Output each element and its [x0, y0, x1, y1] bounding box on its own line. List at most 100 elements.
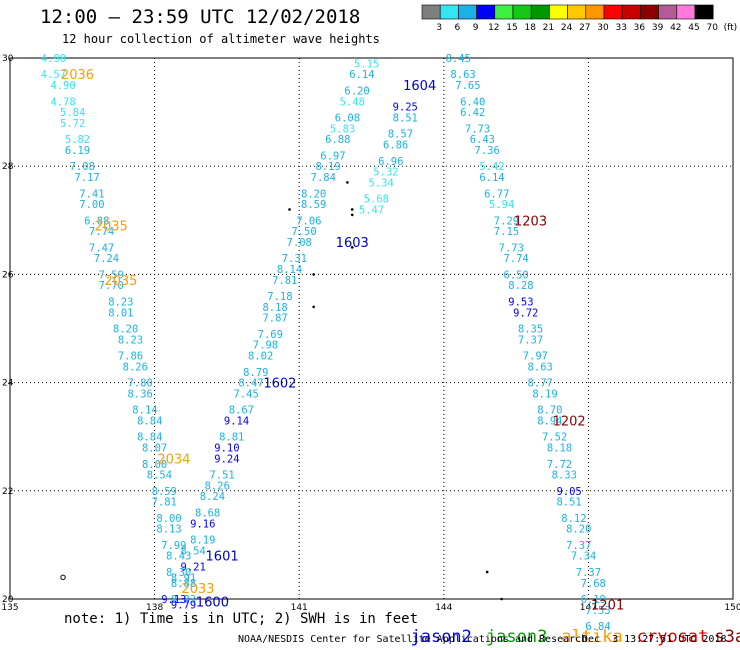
swh-value: 8.14	[277, 264, 302, 276]
swh-value: 8.45	[446, 53, 471, 65]
footer-credit: NOAA/NESDIS Center for Satellite Applica…	[238, 634, 588, 645]
swh-value: 8.51	[556, 497, 581, 509]
swh-value: 4.78	[50, 96, 75, 108]
island-marker	[500, 597, 503, 601]
colorbar-label: 6	[455, 23, 461, 33]
swh-value: 8.19	[315, 161, 340, 173]
swh-value: 7.29	[494, 215, 519, 227]
colorbar-label: 39	[652, 23, 664, 33]
swh-value: 8.26	[123, 361, 148, 373]
swh-value: 9.25	[393, 102, 418, 114]
swh-value: 8.77	[528, 378, 553, 390]
swh-value: 8.84	[137, 415, 162, 427]
legend-jason2: jason2	[410, 627, 472, 647]
swh-value: 6.08	[335, 113, 360, 125]
legend-altika: altika	[561, 627, 623, 647]
x-tick-label: 135	[1, 603, 18, 613]
swh-value: 6.14	[349, 69, 374, 81]
swh-value: 6.40	[460, 96, 485, 108]
swh-value: 7.59	[99, 269, 124, 281]
swh-value: 8.59	[301, 199, 326, 211]
swh-value: 6.42	[460, 107, 485, 119]
swh-value: 9.14	[224, 415, 249, 427]
island-marker	[60, 574, 66, 581]
swh-value: 7.97	[523, 351, 548, 363]
swh-value: 8.88	[171, 578, 196, 590]
swh-value: 8.23	[108, 296, 133, 308]
swh-value: 8.23	[118, 334, 143, 346]
satellite-legend: jason2 jason3 altika cryosats3a	[390, 607, 740, 647]
swh-value: 7.65	[455, 80, 480, 92]
swh-value: 5.32	[373, 167, 398, 179]
swh-value: 7.18	[267, 291, 292, 303]
swh-value: 7.37	[576, 567, 601, 579]
x-tick-label: 150	[724, 603, 740, 613]
colorbar-label: 18	[524, 23, 536, 33]
swh-value: 6.84	[585, 621, 610, 633]
swh-value: 7.74	[503, 253, 528, 265]
orbit-number-label: 1603	[336, 236, 369, 251]
swh-value: 7.81	[272, 275, 297, 287]
swh-value: 8.54	[147, 470, 172, 482]
swh-value: 7.73	[499, 242, 524, 254]
swh-value: 8.19	[190, 534, 215, 546]
orbit-number-label: 1201	[591, 598, 624, 613]
orbit-number-label: 1601	[206, 550, 239, 565]
swh-value: 8.83	[171, 594, 196, 606]
swh-value: 7.69	[258, 329, 283, 341]
swh-value: 8.35	[518, 324, 543, 336]
chart-subtitle: 12 hour collection of altimeter wave hei…	[62, 32, 380, 46]
swh-value: 8.79	[243, 367, 268, 379]
wave-height-colorbar: 3 6 9 12 15 18 21 24 27 30 33 36 39 42 45 70 (ft)	[421, 4, 737, 33]
swh-value: 5.84	[60, 107, 85, 119]
island-marker	[312, 305, 315, 309]
swh-value: 4.90	[50, 80, 75, 92]
swh-value: 7.24	[94, 253, 119, 265]
swh-value: 7.50	[291, 226, 316, 238]
orbit-number-label: 2035	[95, 220, 128, 235]
swh-value: 7.74	[89, 226, 114, 238]
swh-value: 8.84	[137, 432, 162, 444]
colorbar-label: 27	[579, 23, 590, 33]
swh-value: 8.43	[166, 551, 191, 563]
swh-value: 9.24	[214, 453, 239, 465]
swh-value: 8.47	[238, 378, 263, 390]
x-tick-label: 147	[580, 603, 597, 613]
swh-value: 8.19	[532, 388, 557, 400]
x-tick-label: 138	[146, 603, 163, 613]
swh-value: 5.15	[354, 58, 379, 70]
swh-value: 8.20	[113, 324, 138, 336]
swh-value: 7.47	[89, 242, 114, 254]
swh-value: 7.08	[287, 237, 312, 249]
swh-value: 7.34	[571, 551, 596, 563]
swh-value: 7.06	[296, 215, 321, 227]
swh-value: 8.94	[537, 415, 562, 427]
swh-value: 9.53	[508, 296, 533, 308]
island-marker	[350, 208, 354, 211]
orbit-number-label: 2034	[157, 452, 190, 467]
swh-value: 7.80	[127, 378, 152, 390]
swh-value: 8.28	[508, 280, 533, 292]
y-tick-label: 24	[2, 379, 14, 389]
swh-value: 7.99	[161, 540, 186, 552]
swh-value: 6.88	[325, 134, 350, 146]
y-tick-label: 30	[2, 54, 14, 64]
colorbar-label: 70	[706, 23, 718, 33]
orbit-number-label: 2036	[61, 68, 94, 83]
swh-value: 5.68	[364, 194, 389, 206]
swh-value: 9.79	[171, 599, 196, 611]
swh-value: 8.00	[142, 459, 167, 471]
swh-value: 8.91	[171, 572, 196, 584]
swh-value: 7.37	[566, 540, 591, 552]
swh-value: 7.70	[99, 280, 124, 292]
orbit-number-label: 2035	[104, 274, 137, 289]
island-marker	[312, 273, 315, 276]
swh-value: 7.72	[547, 459, 572, 471]
swh-value: 4.57	[41, 69, 66, 81]
swh-value: 8.12	[561, 513, 586, 525]
swh-value: 7.41	[79, 188, 104, 200]
swh-value: 6.14	[479, 172, 504, 184]
swh-value: 7.68	[581, 578, 606, 590]
colorbar-swatch	[694, 4, 714, 20]
